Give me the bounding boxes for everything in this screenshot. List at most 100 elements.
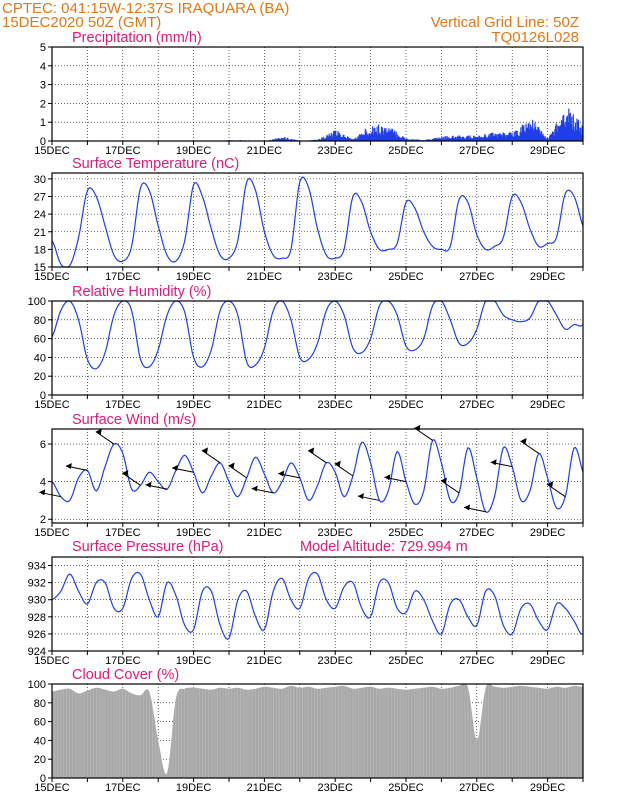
pressure-xtick-label: 15DEC <box>34 655 70 667</box>
precip-bar <box>492 132 494 141</box>
precip-bar <box>397 134 399 141</box>
cloud-xtick-label: 21DEC <box>247 782 283 794</box>
rh-xtick-label: 27DEC <box>459 399 495 411</box>
precip-bar <box>344 137 346 141</box>
rh-ytick-label: 100 <box>28 296 46 308</box>
wind-arrowhead <box>228 462 235 469</box>
precip-bar <box>397 136 400 141</box>
precip-bar <box>344 136 346 141</box>
precip-bar <box>383 128 386 141</box>
precip-bar <box>426 139 428 141</box>
wind-xtick-label: 23DEC <box>317 527 353 539</box>
precip-bar <box>539 134 541 141</box>
precip-bar <box>413 139 415 141</box>
wind-arrow <box>520 440 540 454</box>
wind-arrowhead <box>65 462 72 469</box>
precip-bar <box>450 137 452 141</box>
precip-bar <box>543 135 545 141</box>
run-time: 15DEC2020 50Z (GMT) <box>2 14 161 31</box>
rh-ytick-label: 40 <box>34 352 46 364</box>
precip-bar <box>532 119 534 141</box>
precip-bar <box>386 132 388 141</box>
precip-bar <box>387 130 389 141</box>
precip-bar <box>403 137 405 141</box>
precip-xtick-label: 23DEC <box>317 145 353 157</box>
precip-bar <box>456 138 458 141</box>
precip-bar <box>562 115 564 141</box>
precip-bar <box>404 139 406 141</box>
precip-bar <box>342 134 344 141</box>
precip-bar <box>290 139 292 141</box>
cloud-xtick-label: 25DEC <box>388 782 424 794</box>
precip-bar <box>380 126 383 141</box>
precip-bar <box>476 137 478 141</box>
precip-bar <box>357 136 359 141</box>
precip-bar <box>479 137 481 141</box>
precip-bar <box>552 132 554 141</box>
precip-bar <box>372 126 374 141</box>
pressure-xtick-label: 19DEC <box>176 655 212 667</box>
precip-bar <box>545 138 547 141</box>
precip-bar <box>505 135 507 141</box>
precip-bar <box>477 137 479 141</box>
precip-bar <box>324 138 326 141</box>
rh-xtick-label: 25DEC <box>388 399 424 411</box>
precip-bar <box>484 134 486 141</box>
precip-bar <box>349 138 352 141</box>
model-altitude-annotation: Model Altitude: 729.994 m <box>300 539 468 555</box>
precip-bar <box>439 138 442 141</box>
wind-arrowhead <box>122 469 129 476</box>
wind-arrow <box>122 472 141 486</box>
wind-arrow <box>307 450 327 464</box>
precip-bar <box>276 139 279 141</box>
precip-bar <box>293 139 295 141</box>
precip-bar <box>580 127 582 141</box>
cloud-panel: Cloud Cover (%) 0 20 40 60 80 100 15DEC 17DEC 19D… <box>28 667 584 794</box>
precip-bar <box>529 129 531 141</box>
precip-bar <box>321 137 323 141</box>
precip-bar <box>448 137 450 141</box>
precip-bar <box>341 137 344 141</box>
precip-bar <box>359 134 361 141</box>
temp-xtick-label: 27DEC <box>459 271 495 283</box>
wind-ytick-label: 2 <box>40 514 46 526</box>
precip-bar <box>320 139 322 141</box>
precip-bar <box>361 133 363 141</box>
rh-frame <box>51 300 584 396</box>
precip-bar <box>467 135 469 141</box>
rh-xtick-label: 19DEC <box>176 399 212 411</box>
precip-bar <box>512 136 514 141</box>
pressure-frame <box>51 556 584 652</box>
cloud-xtick-label: 17DEC <box>105 782 141 794</box>
precip-bar <box>541 135 543 141</box>
precip-bar <box>437 138 439 141</box>
station-header: CPTEC: 041:15W-12:37S IRAQUARA (BA) <box>2 0 289 17</box>
wind-arrow <box>95 431 115 445</box>
rh-ytick-label: 0 <box>40 390 46 402</box>
precip-bar <box>504 136 507 141</box>
precip-bar <box>536 130 538 141</box>
precip-bar <box>391 128 394 141</box>
wind-arrowhead <box>201 447 208 454</box>
precip-bar <box>575 129 577 141</box>
pressure-ytick-label: 930 <box>28 595 46 607</box>
precip-bar <box>356 138 358 141</box>
precip-bar <box>466 136 468 141</box>
precip-bar <box>394 135 397 141</box>
precip-bar <box>365 130 367 141</box>
precip-bar <box>352 139 355 141</box>
precip-bar <box>444 136 446 141</box>
precip-bar <box>358 134 360 141</box>
precip-bar <box>576 118 578 141</box>
precip-bar <box>512 136 515 141</box>
precip-bar <box>448 138 450 141</box>
precip-bar <box>471 138 473 141</box>
precip-bar <box>442 139 444 141</box>
temp-panel: Surface Temperature (nC) 15 18 21 24 27 30 15DE… <box>34 156 584 283</box>
precip-bar <box>325 137 327 141</box>
pressure-ytick-label: 932 <box>28 578 46 590</box>
precip-bar <box>378 133 380 141</box>
precip-bar <box>377 124 380 141</box>
precip-bar <box>509 132 512 141</box>
precip-bar <box>375 131 377 141</box>
